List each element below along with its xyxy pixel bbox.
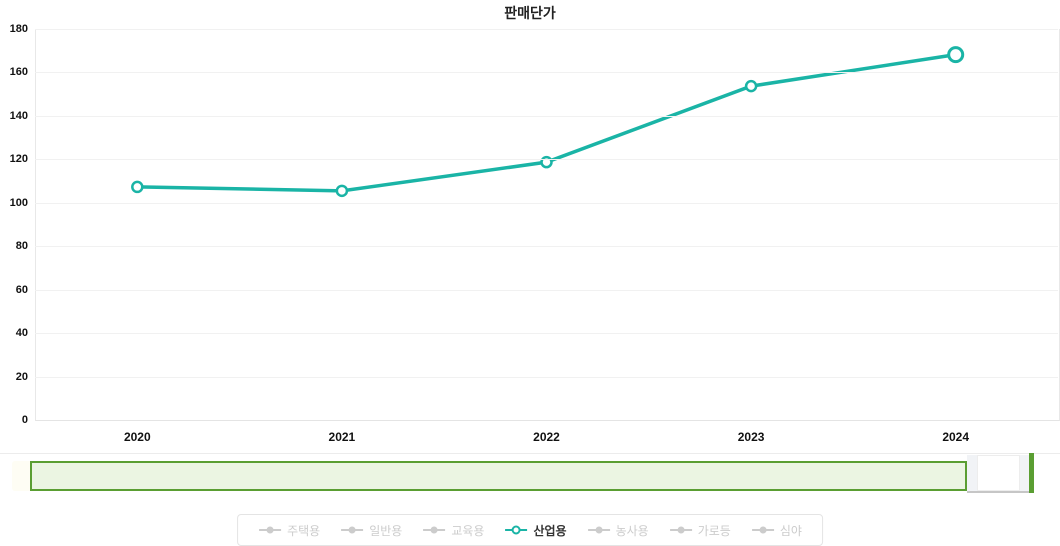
navigator-handle[interactable]	[1029, 453, 1034, 493]
gridline	[35, 333, 1058, 335]
navigator-selected-range[interactable]	[30, 461, 967, 491]
legend-item-2[interactable]: 교육용	[412, 522, 494, 539]
axis-separator-line	[0, 453, 1060, 454]
x-axis-label: 2021	[328, 430, 356, 444]
y-axis-label: 140	[9, 109, 28, 122]
y-axis-label: 20	[15, 370, 28, 383]
y-axis-label: 100	[9, 196, 28, 209]
x-axis-label: 2023	[737, 430, 765, 444]
legend-item-label: 산업용	[533, 523, 567, 538]
chart-title: 판매단가	[504, 5, 556, 21]
y-axis-label: 120	[9, 153, 28, 166]
legend-item-1[interactable]: 일반용	[330, 522, 412, 539]
legend-dot-line-icon	[669, 526, 692, 534]
gridline	[35, 29, 1058, 30]
legend-item-label: 교육용	[451, 523, 485, 538]
legend-dot-line-icon	[587, 526, 610, 534]
legend-item-label: 가로등	[697, 523, 731, 538]
gridline	[35, 376, 1058, 378]
legend-dot-line-icon	[751, 526, 774, 534]
y-axis-label: 40	[15, 327, 28, 340]
data-point-2024[interactable]	[947, 46, 965, 64]
legend-dot-line-icon	[341, 526, 364, 534]
legend-item-label: 농사용	[615, 523, 649, 538]
gridline	[35, 72, 1058, 74]
gridline	[35, 246, 1058, 248]
legend-item-4[interactable]: 농사용	[577, 522, 659, 539]
legend: 주택용 일반용 교육용 산업용 농사용 가로등 심야	[237, 514, 823, 546]
gridline	[35, 115, 1058, 117]
y-axis-label: 0	[21, 414, 28, 426]
y-axis-label: 160	[9, 66, 28, 79]
navigator-scrollbar-track-right[interactable]	[1020, 455, 1029, 491]
data-point-2023[interactable]	[744, 79, 758, 93]
legend-item-0[interactable]: 주택용	[248, 522, 330, 539]
gridline	[35, 202, 1058, 204]
navigator-scrollbar[interactable]	[967, 455, 1029, 493]
legend-dot-line-icon	[259, 526, 282, 534]
legend-item-5[interactable]: 가로등	[659, 522, 741, 539]
legend-item-label: 일반용	[369, 523, 403, 538]
navigator-scrollbar-thumb[interactable]	[977, 455, 1020, 491]
x-axis-label: 2024	[942, 430, 970, 444]
y-axis-label: 180	[9, 23, 28, 35]
legend-item-label: 심야	[779, 523, 802, 538]
gridline	[35, 159, 1058, 161]
data-point-2021[interactable]	[335, 184, 349, 198]
y-axis-label: 60	[15, 283, 28, 296]
legend-item-label: 주택용	[287, 523, 321, 538]
gridline	[35, 289, 1058, 291]
navigator-scrollbar-track-left[interactable]	[967, 455, 977, 491]
x-axis-label: 2020	[123, 430, 151, 444]
data-point-2020[interactable]	[131, 180, 144, 194]
legend-item-6[interactable]: 심야	[741, 522, 812, 539]
legend-open-circle-line-icon	[505, 525, 528, 535]
x-axis-label: 2022	[533, 430, 560, 444]
legend-item-3[interactable]: 산업용	[494, 522, 576, 539]
y-axis-label: 80	[15, 240, 28, 253]
legend-dot-line-icon	[423, 526, 446, 534]
series-line	[135, 52, 958, 193]
